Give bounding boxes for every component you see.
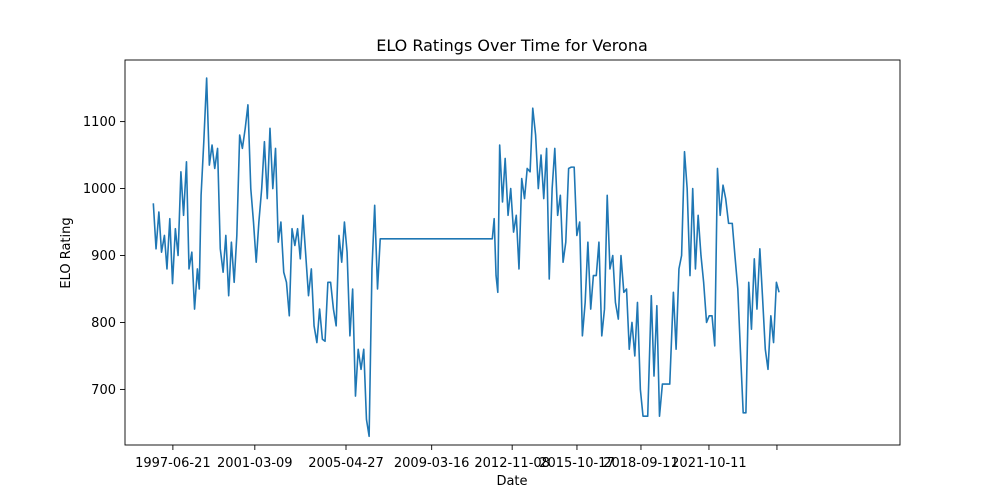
x-tick-label: 2005-04-27 [308, 456, 384, 471]
plot-area: 1997-06-21 2001-03-09 2005-04-27 2009-03-16… [83, 59, 901, 471]
y-tick-label: 700 [91, 383, 116, 398]
x-tick-label: 2001-03-09 [217, 456, 293, 471]
x-tick-label: 2009-03-16 [394, 456, 470, 471]
x-tick-label: 2021-10-11 [671, 456, 747, 471]
x-axis-label: Date [496, 474, 527, 489]
y-tick-label: 1000 [83, 182, 116, 197]
y-tick-label: 900 [91, 249, 116, 264]
series-line-0 [152, 77, 780, 438]
y-tick-label: 1100 [83, 115, 116, 130]
axes-frame [124, 59, 901, 446]
chart-title: ELO Ratings Over Time for Verona [376, 36, 648, 55]
x-tick-label: 2015-10-17 [539, 456, 615, 471]
y-tick-label: 800 [91, 316, 116, 331]
x-tick-label: 2012-11-08 [474, 456, 550, 471]
x-tick-label: 1997-06-21 [135, 456, 211, 471]
y-axis-label: ELO Rating [59, 217, 74, 288]
x-tick-label: 2018-09-11 [603, 456, 679, 471]
